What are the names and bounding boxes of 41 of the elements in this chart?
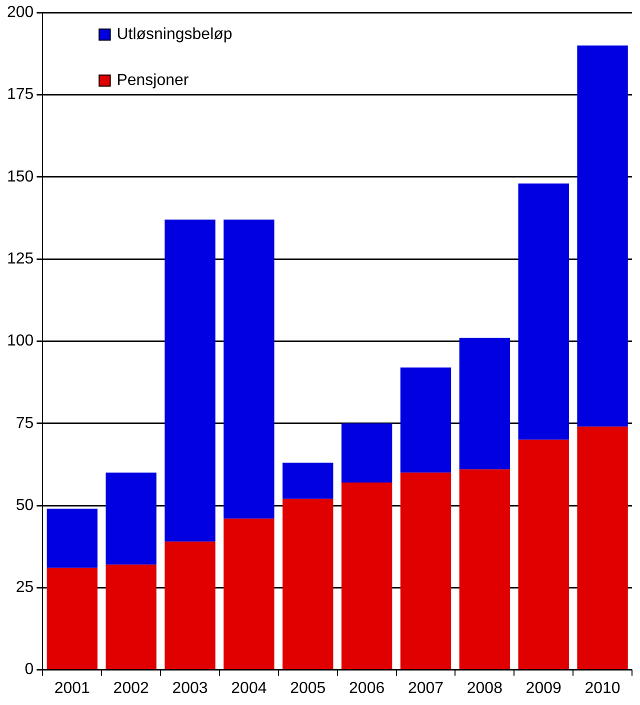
bar	[459, 469, 510, 670]
y-tick-label: 100	[6, 332, 34, 350]
x-tick-label: 2008	[466, 680, 503, 697]
bar	[577, 426, 628, 670]
y-tick-label: 200	[6, 4, 34, 22]
x-tick-label: 2005	[290, 680, 326, 697]
bar	[577, 45, 628, 427]
legend-label: Utløsningsbeløp	[116, 26, 232, 44]
y-tick-label: 175	[6, 86, 34, 104]
x-tick-label: 2006	[349, 680, 385, 697]
bar	[106, 564, 156, 670]
bar	[459, 338, 510, 470]
bar	[282, 498, 334, 670]
bar	[341, 482, 392, 670]
bar	[282, 462, 334, 499]
x-tick-label: 2001	[54, 680, 90, 697]
bar	[224, 518, 274, 670]
x-tick-label: 2010	[584, 680, 620, 697]
x-tick-label: 2009	[526, 680, 562, 697]
bar	[341, 423, 392, 482]
y-tick-label: 125	[6, 250, 34, 268]
bar	[106, 472, 156, 565]
bar	[46, 568, 98, 670]
y-tick-label: 75	[16, 414, 34, 432]
bar	[46, 508, 98, 568]
bar	[164, 542, 216, 670]
y-tick-label: 25	[16, 579, 34, 596]
x-tick-label: 2007	[408, 680, 444, 697]
bar	[400, 367, 452, 473]
y-tick-label: 150	[6, 168, 34, 186]
x-tick-label: 2003	[172, 680, 208, 697]
bar	[400, 472, 452, 670]
bar	[164, 220, 216, 542]
bar	[224, 220, 274, 519]
bar	[518, 183, 569, 440]
x-tick-label: 2004	[231, 680, 267, 697]
x-tick-label: 2002	[113, 680, 149, 697]
bar	[518, 440, 569, 670]
y-tick-label: 50	[16, 496, 34, 514]
y-tick-label: 0	[24, 661, 34, 678]
legend-label: Pensjoner	[116, 72, 190, 90]
